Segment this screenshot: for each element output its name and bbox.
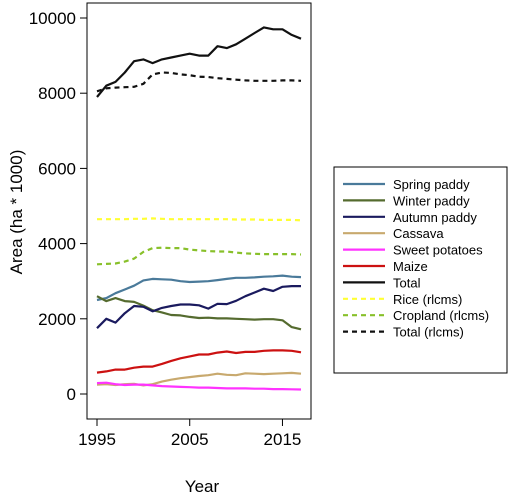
legend-label-5: Maize xyxy=(393,259,428,274)
legend-label-7: Rice (rlcms) xyxy=(393,292,462,307)
y-tick-label-4: 8000 xyxy=(38,84,76,103)
series-line-4 xyxy=(96,381,302,391)
plot-frame xyxy=(86,2,312,420)
legend-label-3: Cassava xyxy=(393,226,444,241)
y-tick-label-2: 4000 xyxy=(38,235,76,254)
x-axis: 1995 2005 2015 xyxy=(78,419,301,449)
series-line-3 xyxy=(96,371,302,387)
legend-label-0: Spring paddy xyxy=(393,177,470,192)
series-line-9 xyxy=(96,71,302,93)
y-tick-label-3: 6000 xyxy=(38,159,76,178)
series-line-7 xyxy=(97,217,302,222)
x-tick-label-2: 2015 xyxy=(264,430,302,449)
legend-label-4: Sweet potatoes xyxy=(393,243,483,258)
series-line-0 xyxy=(96,274,302,302)
y-axis: 0 2000 4000 6000 8000 10000 xyxy=(29,9,87,404)
y-tick-label-1: 2000 xyxy=(38,310,76,329)
legend-label-2: Autumn paddy xyxy=(393,210,477,225)
series-line-8 xyxy=(96,246,302,266)
legend-label-6: Total xyxy=(393,275,421,290)
legend-label-9: Total (rlcms) xyxy=(393,325,464,340)
x-axis-title: Year xyxy=(185,477,220,496)
series-line-6 xyxy=(96,26,302,98)
x-tick-label-1: 2005 xyxy=(171,430,209,449)
series-line-5 xyxy=(96,349,302,374)
legend-label-1: Winter paddy xyxy=(393,193,470,208)
series-line-2 xyxy=(96,285,301,329)
y-tick-label-0: 0 xyxy=(67,385,76,404)
x-tick-label-0: 1995 xyxy=(78,430,116,449)
y-axis-title: Area (ha * 1000) xyxy=(7,150,26,275)
series-lines xyxy=(96,26,302,391)
legend-label-8: Cropland (rlcms) xyxy=(393,308,489,323)
plot-area xyxy=(86,2,312,420)
y-tick-label-5: 10000 xyxy=(29,9,76,28)
series-line-1 xyxy=(96,295,302,331)
